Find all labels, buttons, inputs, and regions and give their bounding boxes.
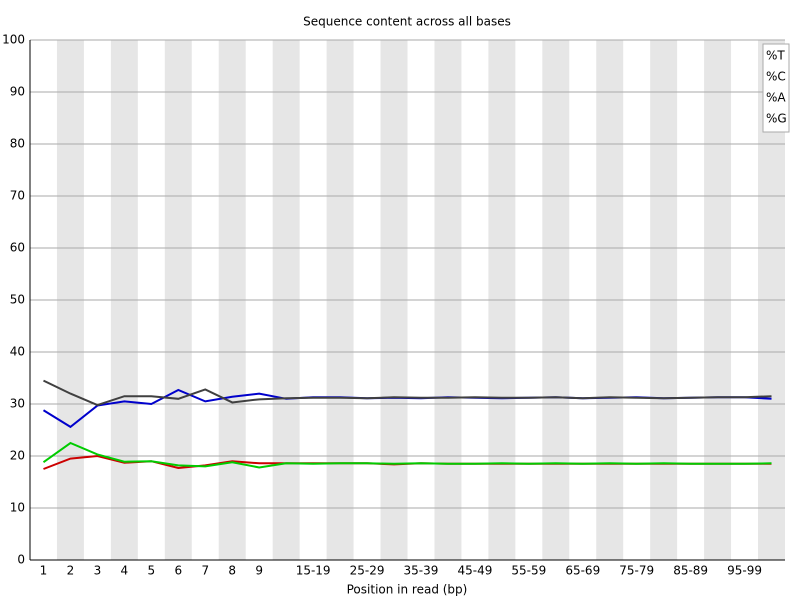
y-tick-label: 0 [17, 553, 25, 567]
y-tick-label: 70 [10, 189, 25, 203]
x-tick-label: 35-39 [404, 564, 439, 578]
x-tick-label: 4 [121, 564, 129, 578]
legend-entry: %T [766, 49, 785, 63]
x-tick-label: 9 [255, 564, 263, 578]
y-tick-label: 60 [10, 241, 25, 255]
x-tick-label: 25-29 [350, 564, 385, 578]
x-tick-label: 95-99 [727, 564, 762, 578]
y-tick-label: 80 [10, 137, 25, 151]
x-tick-label: 55-59 [511, 564, 546, 578]
y-tick-label: 10 [10, 501, 25, 515]
x-tick-label: 75-79 [619, 564, 654, 578]
x-tick-label: 2 [67, 564, 75, 578]
y-tick-label: 50 [10, 293, 25, 307]
x-axis-label: Position in read (bp) [347, 583, 468, 597]
x-tick-label: 8 [228, 564, 236, 578]
x-tick-label: 65-69 [565, 564, 600, 578]
x-tick-label: 85-89 [673, 564, 708, 578]
x-tick-label: 5 [148, 564, 156, 578]
x-tick-label: 7 [201, 564, 209, 578]
y-tick-label: 90 [10, 85, 25, 99]
x-tick-label: 45-49 [457, 564, 492, 578]
chart-title: Sequence content across all bases [303, 15, 511, 29]
legend-box [762, 43, 790, 133]
y-tick-label: 30 [10, 397, 25, 411]
legend-entry: %C [766, 70, 786, 84]
legend-entry: %G [766, 112, 787, 126]
legend-entry: %A [766, 91, 786, 105]
x-tick-label: 1 [40, 564, 48, 578]
y-tick-label: 100 [2, 33, 25, 47]
x-tick-label: 6 [174, 564, 182, 578]
y-tick-label: 40 [10, 345, 25, 359]
x-tick-label: 15-19 [296, 564, 331, 578]
series-line [42, 441, 772, 469]
y-tick-label: 20 [10, 449, 25, 463]
series-line [43, 379, 772, 407]
x-tick-label: 3 [94, 564, 102, 578]
